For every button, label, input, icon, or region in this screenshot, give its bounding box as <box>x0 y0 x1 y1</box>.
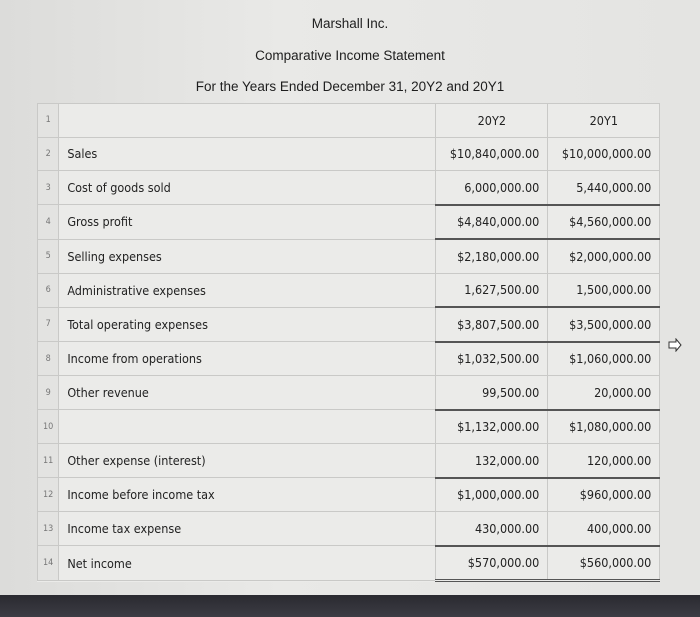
row-label[interactable]: Cost of goods sold <box>58 170 437 205</box>
value-20y2[interactable]: 20Y2 <box>435 103 549 138</box>
row-label[interactable]: Sales <box>58 136 437 171</box>
value-20y1[interactable]: $3,500,000.00 <box>547 306 661 343</box>
table-row: 3 Cost of goods sold 6,000,000.00 5,440,000… <box>36 170 661 206</box>
value-20y1[interactable]: 120,000.00 <box>547 443 661 479</box>
statement-period: For the Years Ended December 31, 20Y2 an… <box>195 79 505 94</box>
row-number[interactable]: 3 <box>36 170 60 205</box>
row-number[interactable]: 11 <box>36 443 60 478</box>
value-20y1[interactable]: $1,060,000.00 <box>547 341 661 376</box>
mouse-cursor-icon <box>668 338 682 352</box>
value-20y1[interactable]: $560,000.00 <box>547 545 661 582</box>
table-row: 11 Other expense (interest) 132,000.00 120,… <box>36 443 661 479</box>
value-20y1[interactable]: 1,500,000.00 <box>547 272 661 308</box>
screen: Marshall Inc. Comparative Income Stateme… <box>0 0 700 595</box>
value-20y1[interactable]: $10,000,000.00 <box>547 136 661 171</box>
value-20y2[interactable]: $10,840,000.00 <box>435 136 549 171</box>
row-number[interactable]: 5 <box>36 238 60 274</box>
monitor-bezel <box>0 595 700 617</box>
value-20y2[interactable]: $2,180,000.00 <box>435 238 549 274</box>
value-20y2[interactable]: 6,000,000.00 <box>435 170 549 206</box>
row-label[interactable]: Net income <box>58 545 437 581</box>
value-20y1[interactable]: $4,560,000.00 <box>547 204 661 240</box>
table-row: 8 Income from operations $1,032,500.00 $1,0… <box>36 341 661 376</box>
row-number[interactable]: 2 <box>36 136 60 171</box>
row-number[interactable]: 8 <box>36 341 60 376</box>
row-number[interactable]: 9 <box>36 375 60 410</box>
table-row: 9 Other revenue 99,500.00 20,000.00 <box>36 375 661 411</box>
row-label[interactable]: Selling expenses <box>58 238 437 274</box>
row-label[interactable]: Income from operations <box>58 341 437 376</box>
value-20y2[interactable]: $570,000.00 <box>435 545 549 582</box>
table-row: 1 20Y2 20Y1 <box>36 103 661 138</box>
table-row: 6 Administrative expenses 1,627,500.00 1,50… <box>36 272 661 308</box>
income-statement-table: 1 20Y2 20Y1 2 Sales $10,840,000.00 $10,000,000… <box>36 103 661 582</box>
value-20y1[interactable]: $1,080,000.00 <box>547 409 661 444</box>
value-20y2[interactable]: $4,840,000.00 <box>435 204 549 240</box>
row-label[interactable]: Other revenue <box>58 375 437 410</box>
value-20y2[interactable]: $1,132,000.00 <box>435 409 549 444</box>
row-label[interactable] <box>58 103 437 138</box>
value-20y1[interactable]: 5,440,000.00 <box>547 170 661 206</box>
table-row: 4 Gross profit $4,840,000.00 $4,560,000.00 <box>36 204 661 240</box>
row-number[interactable]: 12 <box>36 477 60 512</box>
row-label[interactable]: Income before income tax <box>58 477 437 512</box>
value-20y2[interactable]: 132,000.00 <box>435 443 549 479</box>
row-label[interactable]: Income tax expense <box>58 511 437 546</box>
value-20y2[interactable]: 430,000.00 <box>435 511 549 547</box>
value-20y1[interactable]: 400,000.00 <box>547 511 661 547</box>
table-row: 2 Sales $10,840,000.00 $10,000,000.00 <box>36 136 661 171</box>
table-row: 7 Total operating expenses $3,807,500.00 $3… <box>36 306 661 343</box>
row-number[interactable]: 7 <box>36 306 60 342</box>
row-number[interactable]: 13 <box>36 511 60 546</box>
row-label[interactable]: Total operating expenses <box>58 306 437 342</box>
value-20y1[interactable]: $2,000,000.00 <box>547 238 661 274</box>
row-label[interactable] <box>58 409 437 444</box>
table-row: 12 Income before income tax $1,000,000.00 $… <box>36 477 661 512</box>
value-20y2[interactable]: $1,032,500.00 <box>435 341 549 376</box>
row-number[interactable]: 14 <box>36 545 60 581</box>
value-20y1[interactable]: 20,000.00 <box>547 375 661 411</box>
value-20y2[interactable]: 99,500.00 <box>435 375 549 411</box>
value-20y1[interactable]: 20Y1 <box>547 103 661 138</box>
row-label[interactable]: Other expense (interest) <box>58 443 437 478</box>
row-number[interactable]: 1 <box>36 103 60 138</box>
table-row: 10 $1,132,000.00 $1,080,000.00 <box>36 409 661 444</box>
statement-title: Comparative Income Statement <box>255 48 445 63</box>
row-label[interactable]: Gross profit <box>58 204 437 240</box>
table-row: 5 Selling expenses $2,180,000.00 $2,000,000… <box>36 238 661 274</box>
value-20y1[interactable]: $960,000.00 <box>547 477 661 512</box>
row-label[interactable]: Administrative expenses <box>58 272 437 308</box>
row-number[interactable]: 6 <box>36 272 60 308</box>
table-row: 13 Income tax expense 430,000.00 400,000.00 <box>36 511 661 547</box>
row-number[interactable]: 10 <box>36 409 60 444</box>
value-20y2[interactable]: $3,807,500.00 <box>435 306 549 343</box>
row-number[interactable]: 4 <box>36 204 60 240</box>
value-20y2[interactable]: 1,627,500.00 <box>435 272 549 308</box>
table-row: 14 Net income $570,000.00 $560,000.00 <box>36 545 661 582</box>
value-20y2[interactable]: $1,000,000.00 <box>435 477 549 512</box>
company-name: Marshall Inc. <box>311 16 389 31</box>
